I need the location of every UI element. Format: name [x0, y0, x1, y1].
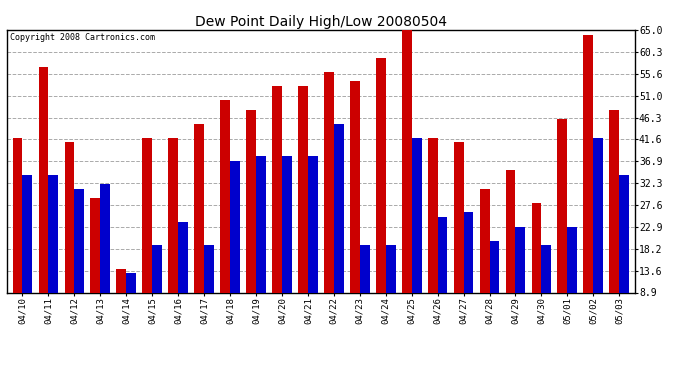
- Bar: [386, 245, 395, 334]
- Bar: [412, 138, 422, 334]
- Bar: [593, 138, 603, 334]
- Bar: [489, 240, 500, 334]
- Bar: [117, 268, 126, 334]
- Bar: [246, 110, 256, 334]
- Bar: [178, 222, 188, 334]
- Bar: [204, 245, 214, 334]
- Bar: [256, 156, 266, 334]
- Bar: [298, 86, 308, 334]
- Bar: [126, 273, 136, 334]
- Bar: [39, 68, 48, 334]
- Bar: [609, 110, 619, 334]
- Bar: [531, 203, 542, 334]
- Bar: [12, 138, 23, 334]
- Bar: [64, 142, 75, 334]
- Bar: [48, 175, 58, 334]
- Bar: [515, 226, 525, 334]
- Bar: [359, 245, 370, 334]
- Bar: [142, 138, 152, 334]
- Bar: [168, 138, 178, 334]
- Bar: [506, 170, 515, 334]
- Bar: [542, 245, 551, 334]
- Bar: [350, 81, 359, 334]
- Bar: [272, 86, 282, 334]
- Bar: [584, 34, 593, 334]
- Bar: [334, 124, 344, 334]
- Bar: [194, 124, 204, 334]
- Text: Copyright 2008 Cartronics.com: Copyright 2008 Cartronics.com: [10, 33, 155, 42]
- Bar: [282, 156, 292, 334]
- Title: Dew Point Daily High/Low 20080504: Dew Point Daily High/Low 20080504: [195, 15, 447, 29]
- Bar: [90, 198, 100, 334]
- Bar: [23, 175, 32, 334]
- Bar: [100, 184, 110, 334]
- Bar: [619, 175, 629, 334]
- Bar: [480, 189, 489, 334]
- Bar: [230, 161, 240, 334]
- Bar: [464, 213, 473, 334]
- Bar: [567, 226, 578, 334]
- Bar: [558, 119, 567, 334]
- Bar: [75, 189, 84, 334]
- Bar: [437, 217, 448, 334]
- Bar: [376, 58, 386, 334]
- Bar: [308, 156, 317, 334]
- Bar: [324, 72, 334, 334]
- Bar: [220, 100, 230, 334]
- Bar: [152, 245, 162, 334]
- Bar: [454, 142, 464, 334]
- Bar: [428, 138, 437, 334]
- Bar: [402, 30, 412, 334]
